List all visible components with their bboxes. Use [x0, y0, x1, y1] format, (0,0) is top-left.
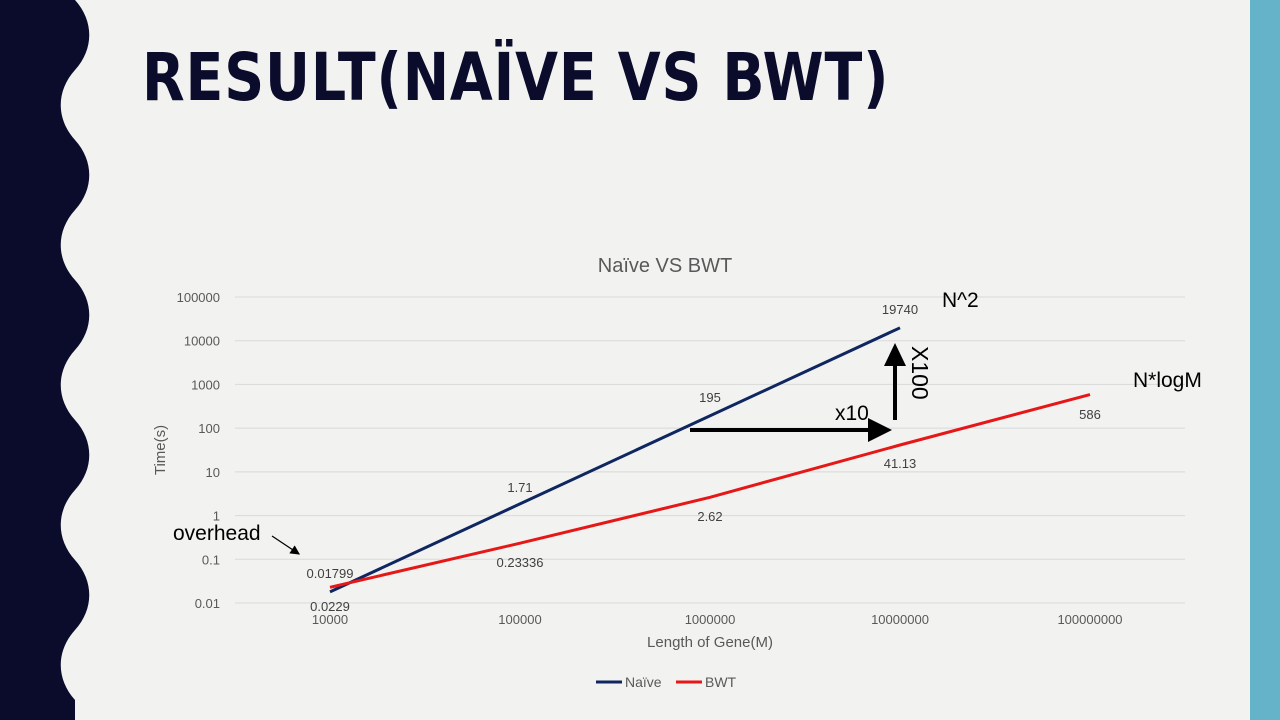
- legend-label-bwt: BWT: [705, 674, 737, 690]
- x-tick-label: 100000000: [1057, 612, 1122, 627]
- x-tick-label: 10000: [312, 612, 348, 627]
- gridlines: [235, 296, 1185, 604]
- data-label: 195: [699, 390, 721, 405]
- data-label: 0.23336: [497, 555, 544, 570]
- slide-title: RESULT(NAÏVE VS BWT): [142, 39, 890, 116]
- data-labels: 0.0229 19740 1.71 195 0.01799 0.23336 2.62 41.1…: [307, 302, 1101, 614]
- x-axis-title: Length of Gene(M): [647, 634, 773, 651]
- data-label: 586: [1079, 407, 1101, 422]
- y-tick-label: 0.01: [195, 596, 220, 611]
- y-tick-label: 1: [213, 509, 220, 524]
- data-label: 0.01799: [307, 566, 354, 581]
- series-line-naive: [329, 326, 901, 594]
- annotation-overhead: overhead: [173, 522, 261, 545]
- x-tick-label: 10000000: [871, 612, 929, 627]
- data-label: 1.71: [507, 480, 532, 495]
- annotation-x10: x10: [835, 402, 869, 425]
- right-decorative-band: [1250, 0, 1280, 720]
- annotation-x100: X100: [907, 346, 933, 400]
- annotation-n-log-m: N*logM: [1133, 369, 1202, 392]
- y-axis-title: Time(s): [152, 425, 169, 475]
- data-label: 41.13: [884, 456, 917, 471]
- overhead-pointer-arrow-icon: [271, 535, 300, 555]
- y-tick-label: 100: [198, 421, 220, 436]
- series-line-bwt: [329, 393, 1091, 589]
- axis-ticks: 0.01 0.1 1 10 100 1000 10000 100000 10000 100000 1…: [177, 290, 1123, 627]
- series-lines: [329, 326, 1091, 594]
- y-tick-label: 0.1: [202, 552, 220, 567]
- x-tick-label: 100000: [498, 612, 541, 627]
- annotation-n-squared: N^2: [942, 289, 979, 312]
- horizontal-arrow-icon: [690, 418, 892, 442]
- y-tick-label: 100000: [177, 290, 220, 305]
- vertical-arrow-icon: [884, 343, 906, 420]
- chart-title: Naïve VS BWT: [598, 255, 732, 277]
- legend-label-naive: Naïve: [625, 674, 662, 690]
- legend: Naïve BWT: [596, 674, 737, 690]
- left-decorative-band: [0, 0, 90, 720]
- y-tick-label: 1000: [191, 377, 220, 392]
- data-label: 19740: [882, 302, 918, 317]
- data-label: 0.0229: [310, 599, 350, 614]
- y-tick-label: 10: [206, 465, 220, 480]
- y-tick-label: 10000: [184, 334, 220, 349]
- data-label: 2.62: [697, 509, 722, 524]
- x-tick-label: 1000000: [685, 612, 736, 627]
